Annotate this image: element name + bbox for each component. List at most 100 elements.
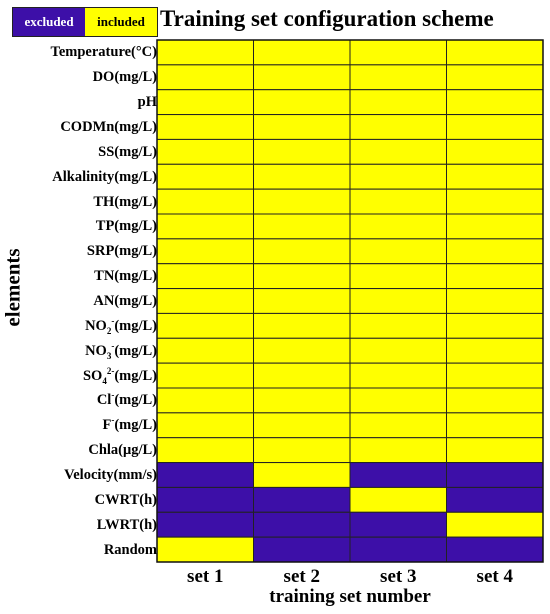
heatmap-cell	[253, 114, 351, 140]
heatmap-cell	[253, 39, 351, 66]
heatmap-cell	[446, 486, 544, 513]
heatmap-cell	[349, 387, 447, 414]
heatmap-cell	[446, 263, 544, 290]
heatmap-cell	[156, 213, 254, 240]
heatmap-cell	[349, 39, 447, 66]
heatmap-cell	[349, 288, 447, 314]
y-tick-label: CWRT(h)	[94, 491, 157, 508]
y-tick-label: pH	[137, 94, 157, 111]
chart-title: Training set configuration scheme	[160, 6, 494, 31]
heatmap-cell	[253, 536, 351, 563]
heatmap-cell	[349, 89, 447, 116]
heatmap-cell	[253, 412, 351, 439]
x-tick-label: set 2	[283, 566, 320, 587]
heatmap-cell	[446, 163, 544, 190]
y-tick-label: Temperature(°C)	[50, 44, 157, 61]
heatmap-cell	[156, 64, 254, 91]
heatmap-cell	[349, 486, 447, 513]
heatmap-cell	[156, 337, 254, 364]
heatmap-cell	[156, 437, 254, 464]
legend-included: included	[85, 8, 157, 36]
heatmap-cell	[446, 437, 544, 464]
y-tick-label: DO(mg/L)	[92, 69, 157, 86]
heatmap-cell	[253, 89, 351, 116]
y-tick-label: NO2-(mg/L)	[85, 316, 157, 336]
heatmap-cell	[253, 213, 351, 240]
heatmap-cell	[156, 412, 254, 439]
heatmap-cell	[446, 39, 544, 66]
heatmap-cell	[446, 114, 544, 140]
heatmap-cell	[446, 511, 544, 538]
heatmap-cell	[349, 163, 447, 190]
heatmap-cell	[253, 362, 351, 389]
heatmap-cell	[156, 362, 254, 389]
heatmap-cell	[253, 64, 351, 91]
heatmap-cell	[349, 114, 447, 140]
y-axis-title: elements	[0, 248, 25, 327]
heatmap-cell	[156, 387, 254, 414]
plot-frame	[156, 39, 544, 563]
y-tick-label: Chla(μg/L)	[88, 442, 157, 459]
x-axis-title: training set number	[269, 586, 431, 607]
y-tick-label: SRP(mg/L)	[86, 243, 157, 260]
heatmap-cell	[349, 238, 447, 265]
heatmap-cell	[349, 138, 447, 165]
heatmap-cell	[253, 312, 351, 339]
heatmap-cell	[446, 312, 544, 339]
heatmap-cell	[446, 213, 544, 240]
heatmap-cell	[349, 213, 447, 240]
heatmap-cell	[156, 288, 254, 314]
legend: excluded included	[12, 7, 158, 37]
heatmap-cell	[446, 536, 544, 563]
y-tick-label: LWRT(h)	[96, 516, 157, 533]
y-tick-label: Alkalinity(mg/L)	[52, 168, 157, 185]
y-tick-label: Cl-(mg/L)	[96, 390, 157, 409]
heatmap-cell	[349, 263, 447, 290]
heatmap-cell	[253, 486, 351, 513]
heatmap-cell	[349, 337, 447, 364]
y-tick-label: NO3-(mg/L)	[85, 340, 157, 361]
heatmap-cell	[253, 263, 351, 290]
heatmap-cell	[253, 288, 351, 314]
heatmap-cell	[253, 437, 351, 464]
y-tick-label: TN(mg/L)	[94, 268, 157, 285]
heatmap-cell	[253, 163, 351, 190]
heatmap-cell	[446, 238, 544, 265]
y-tick-label: SS(mg/L)	[98, 143, 157, 160]
heatmap-cell	[349, 437, 447, 464]
x-tick-label: set 4	[476, 566, 513, 587]
heatmap-cell	[156, 462, 254, 488]
heatmap-cell	[349, 312, 447, 339]
y-tick-label: Velocity(mm/s)	[64, 467, 157, 483]
heatmap-cell	[253, 387, 351, 414]
x-tick-label: set 1	[187, 566, 224, 587]
y-tick-label: Random	[103, 541, 157, 558]
heatmap-cell	[156, 536, 254, 563]
heatmap-cell	[156, 486, 254, 513]
heatmap-cell	[446, 337, 544, 364]
heatmap-cell	[156, 263, 254, 290]
heatmap-cell	[446, 138, 544, 165]
y-tick-label: TH(mg/L)	[93, 193, 157, 210]
heatmap-cell	[253, 238, 351, 265]
heatmap-cell	[446, 64, 544, 91]
heatmap-cell	[253, 337, 351, 364]
heatmap-cell	[446, 462, 544, 488]
heatmap-cell	[349, 412, 447, 439]
heatmap-cell	[446, 387, 544, 414]
heatmap-cell	[156, 238, 254, 265]
heatmap-cell	[446, 288, 544, 314]
heatmap-cell	[349, 462, 447, 488]
y-tick-label: CODMn(mg/L)	[60, 119, 157, 135]
heatmap-cell	[156, 188, 254, 215]
y-tick-label: SO42-(mg/L)	[82, 365, 157, 386]
heatmap-cell	[156, 138, 254, 165]
heatmap-cell	[253, 188, 351, 215]
heatmap-cell	[156, 312, 254, 339]
heatmap-cell	[349, 536, 447, 563]
y-tick-label: TP(mg/L)	[95, 218, 157, 235]
heatmap-cell	[446, 362, 544, 389]
heatmap-cell	[156, 89, 254, 116]
heatmap-cell	[446, 89, 544, 116]
